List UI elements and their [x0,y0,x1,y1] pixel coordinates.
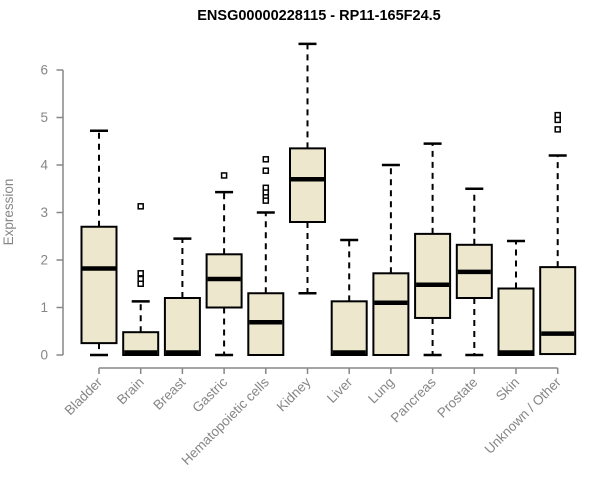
outlier-point [554,126,561,133]
box-prostate [455,187,493,357]
iqr-box [289,147,326,223]
x-category-label: Skin [493,375,522,404]
x-category-label: Prostate [434,375,480,421]
y-tick-label: 0 [40,348,48,363]
box-pancreas [414,142,452,357]
y-tick-label: 5 [40,110,48,125]
box-brain [122,203,160,357]
box-kidney [289,42,326,295]
outlier-point [262,197,270,204]
y-tick-label: 2 [40,253,48,268]
y-tick-label: 1 [40,300,48,315]
x-category-label: Bladder [62,374,106,418]
box-gastric [205,172,243,357]
box-skin [497,239,535,356]
x-category-label: Gastric [189,374,230,415]
iqr-box [497,287,535,356]
y-tick-label: 6 [40,63,48,78]
box-lung [372,163,410,356]
iqr-box [414,232,452,319]
x-category-label: Brain [114,375,147,408]
chart-title: ENSG00000228115 - RP11-165F24.5 [197,8,441,24]
x-category-label: Kidney [274,374,314,414]
y-tick-label: 4 [40,158,48,173]
iqr-box [122,331,160,357]
x-category-label: Breast [150,374,188,412]
outlier-point [137,280,144,287]
outlier-point [554,116,561,124]
box-breast [163,237,201,356]
outlier-point [262,167,270,174]
y-tick-label: 3 [40,205,48,220]
iqr-box [539,266,577,356]
box-unknown-other [539,111,577,356]
box-hematopoietic-cells [247,156,285,356]
box-bladder [80,129,118,357]
iqr-box [372,272,410,356]
outlier-point [137,270,144,277]
iqr-box [80,225,118,345]
iqr-box [163,297,201,356]
outlier-point [137,203,144,210]
x-category-label: Unknown / Other [482,374,565,457]
outlier-point [262,156,270,163]
x-category-label: Lung [365,375,397,407]
x-category-label: Pancreas [388,374,439,425]
x-category-label: Liver [324,374,356,406]
outlier-point [220,172,228,179]
box-liver [330,238,368,357]
iqr-box [330,300,368,357]
